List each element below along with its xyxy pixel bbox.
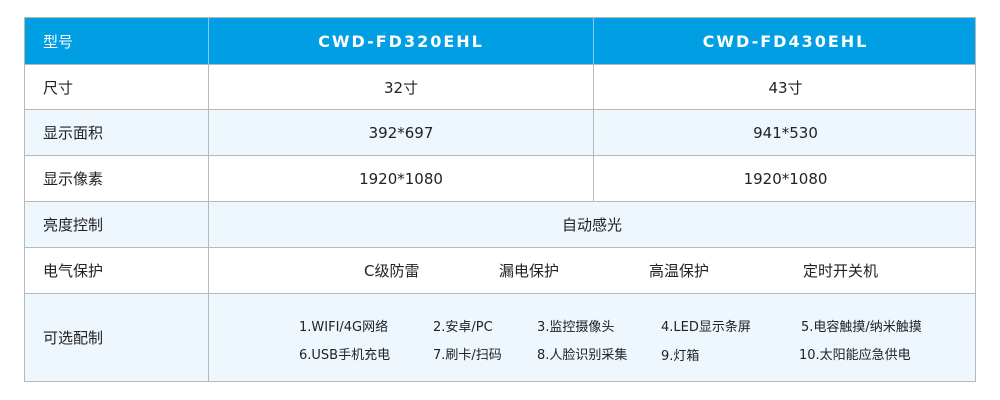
pixels-row: 显示像素 1920*1080 1920*1080	[25, 155, 975, 201]
option-item: 3.监控摄像头	[537, 320, 615, 335]
option-item: 6.USB手机充电	[299, 348, 391, 363]
brightness-value: 自动感光	[208, 202, 975, 247]
electrical-values: C级防雷 漏电保护 高温保护 定时开关机	[208, 248, 975, 293]
options-label: 可选配制	[43, 329, 104, 347]
area-value-2: 941*530	[593, 110, 977, 155]
electrical-row: 电气保护 C级防雷 漏电保护 高温保护 定时开关机	[25, 247, 975, 293]
pixels-label: 显示像素	[43, 170, 104, 188]
electrical-item: 定时开关机	[803, 262, 879, 280]
size-label: 尺寸	[43, 78, 74, 97]
electrical-item: 高温保护	[649, 262, 710, 280]
option-item: 2.安卓/PC	[433, 320, 493, 335]
brightness-row: 亮度控制 自动感光	[25, 201, 975, 247]
spec-table: 型号 CWD-FD320EHL CWD-FD430EHL 尺寸 32寸 43寸 …	[24, 17, 976, 382]
electrical-item: 漏电保护	[499, 262, 560, 280]
option-item: 9.灯箱	[661, 349, 700, 364]
option-item: 7.刷卡/扫码	[433, 348, 502, 363]
area-label: 显示面积	[43, 124, 104, 142]
model-2: CWD-FD430EHL	[593, 18, 977, 64]
pixels-value-2: 1920*1080	[593, 156, 977, 201]
option-item: 4.LED显示条屏	[661, 320, 751, 335]
header-label: 型号	[43, 32, 74, 51]
brightness-label: 亮度控制	[43, 216, 104, 234]
option-item: 5.电容触摸/纳米触摸	[801, 320, 922, 335]
area-row: 显示面积 392*697 941*530	[25, 109, 975, 155]
option-item: 1.WIFI/4G网络	[299, 320, 389, 335]
option-item: 10.太阳能应急供电	[799, 348, 911, 363]
size-value-1: 32寸	[208, 65, 593, 109]
electrical-item: C级防雷	[364, 262, 420, 280]
options-values: 1.WIFI/4G网络 2.安卓/PC 3.监控摄像头 4.LED显示条屏 5.…	[208, 294, 975, 381]
pixels-value-1: 1920*1080	[208, 156, 593, 201]
size-row: 尺寸 32寸 43寸	[25, 64, 975, 109]
options-row: 可选配制 1.WIFI/4G网络 2.安卓/PC 3.监控摄像头 4.LED显示…	[25, 293, 975, 381]
electrical-label: 电气保护	[43, 262, 104, 280]
option-item: 8.人脸识别采集	[537, 348, 628, 363]
size-value-2: 43寸	[593, 65, 977, 109]
area-value-1: 392*697	[208, 110, 593, 155]
header-row: 型号 CWD-FD320EHL CWD-FD430EHL	[25, 18, 975, 64]
model-1: CWD-FD320EHL	[208, 18, 593, 64]
